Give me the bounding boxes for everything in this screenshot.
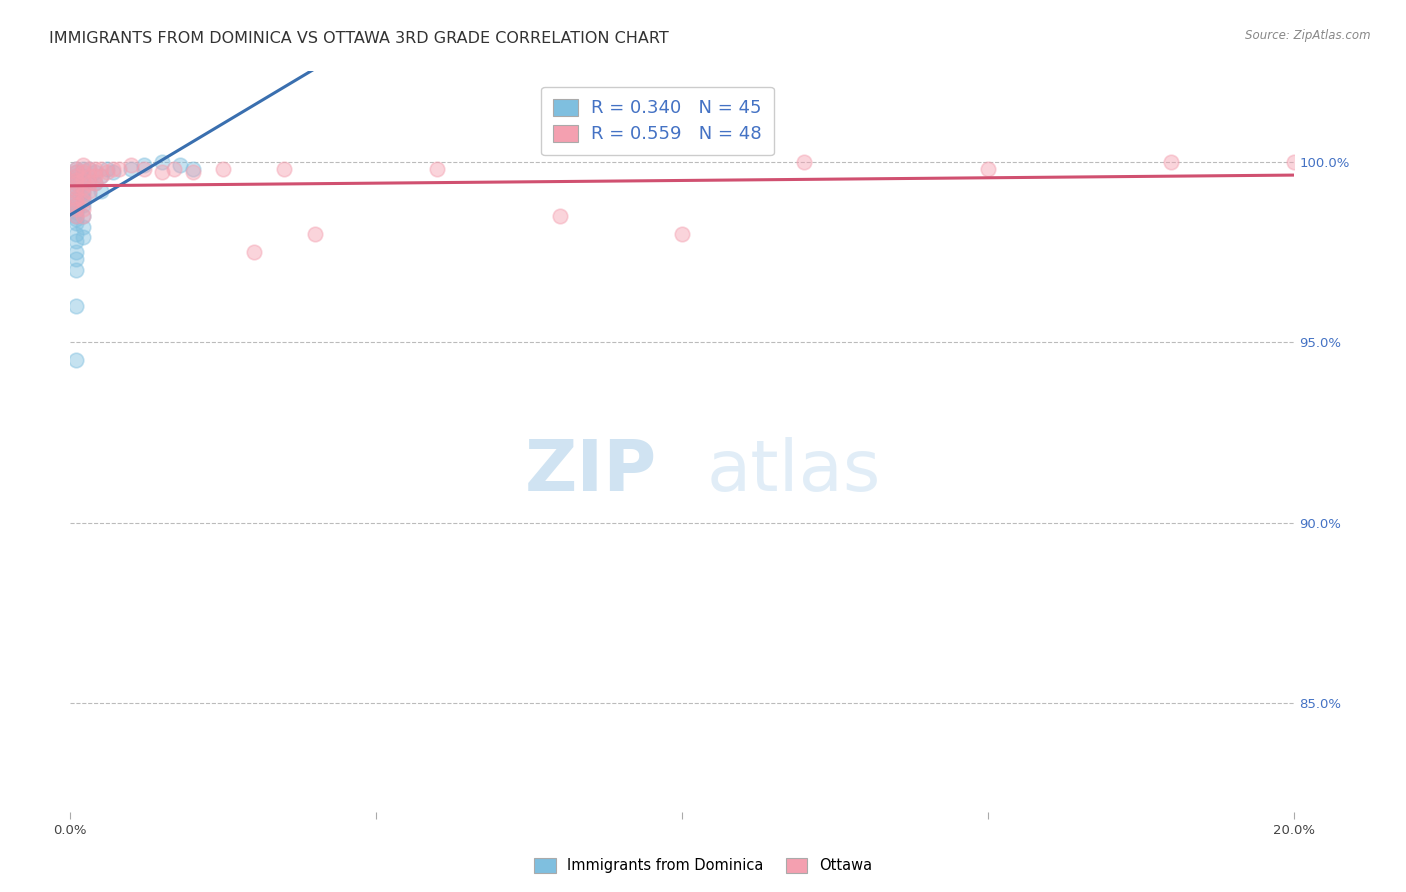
Point: [150, 154, 173, 169]
Point: [169, 158, 191, 172]
Point: [121, 161, 143, 176]
Point: [77, 187, 100, 202]
Point: [101, 161, 124, 176]
Point: [65, 161, 87, 176]
Point: [65, 165, 87, 179]
Text: atlas: atlas: [706, 437, 880, 506]
Point: [72, 194, 94, 209]
Point: [65, 209, 87, 223]
Point: [72, 209, 94, 223]
Point: [72, 180, 94, 194]
Point: [793, 154, 815, 169]
Point: [83, 165, 105, 179]
Legend: Immigrants from Dominica, Ottawa: Immigrants from Dominica, Ottawa: [526, 850, 880, 880]
Point: [243, 244, 266, 259]
Point: [181, 161, 204, 176]
Point: [65, 244, 87, 259]
Point: [72, 230, 94, 244]
Point: [65, 180, 87, 194]
Point: [65, 198, 87, 212]
Point: [65, 212, 87, 227]
Point: [83, 169, 105, 183]
Point: [77, 169, 100, 183]
Point: [65, 191, 87, 205]
Point: [72, 172, 94, 186]
Point: [72, 209, 94, 223]
Point: [83, 161, 105, 176]
Text: Source: ZipAtlas.com: Source: ZipAtlas.com: [1246, 29, 1371, 42]
Point: [83, 177, 105, 191]
Point: [101, 165, 124, 179]
Point: [108, 161, 131, 176]
Point: [163, 161, 186, 176]
Legend: R = 0.340   N = 45, R = 0.559   N = 48: R = 0.340 N = 45, R = 0.559 N = 48: [541, 87, 773, 155]
Point: [72, 219, 94, 234]
Point: [132, 158, 155, 172]
Point: [212, 161, 235, 176]
Point: [77, 161, 100, 176]
Point: [65, 202, 87, 216]
Point: [65, 184, 87, 198]
Point: [83, 177, 105, 191]
Point: [65, 184, 87, 198]
Point: [977, 161, 1000, 176]
Point: [90, 169, 112, 183]
Point: [65, 353, 87, 368]
Point: [65, 169, 87, 183]
Point: [65, 161, 87, 176]
Point: [548, 209, 571, 223]
Point: [65, 209, 87, 223]
Point: [132, 161, 155, 176]
Point: [72, 187, 94, 202]
Point: [65, 177, 87, 191]
Point: [65, 194, 87, 209]
Point: [181, 165, 204, 179]
Point: [72, 169, 94, 183]
Point: [72, 191, 94, 205]
Text: ZIP: ZIP: [526, 437, 658, 506]
Point: [65, 263, 87, 277]
Point: [77, 177, 100, 191]
Point: [150, 165, 173, 179]
Point: [65, 216, 87, 230]
Point: [1160, 154, 1182, 169]
Point: [72, 198, 94, 212]
Point: [304, 227, 326, 241]
Point: [65, 194, 87, 209]
Point: [65, 172, 87, 186]
Point: [65, 177, 87, 191]
Point: [65, 172, 87, 186]
Point: [65, 299, 87, 313]
Point: [90, 184, 112, 198]
Point: [72, 165, 94, 179]
Point: [65, 205, 87, 219]
Point: [96, 161, 118, 176]
Point: [65, 252, 87, 267]
Point: [65, 202, 87, 216]
Point: [77, 161, 100, 176]
Point: [72, 161, 94, 176]
Point: [121, 158, 143, 172]
Point: [65, 191, 87, 205]
Point: [65, 234, 87, 248]
Point: [72, 202, 94, 216]
Point: [65, 180, 87, 194]
Point: [426, 161, 449, 176]
Point: [671, 227, 693, 241]
Point: [72, 184, 94, 198]
Point: [65, 169, 87, 183]
Point: [72, 177, 94, 191]
Point: [77, 172, 100, 186]
Point: [65, 165, 87, 179]
Point: [65, 198, 87, 212]
Point: [1282, 154, 1305, 169]
Point: [65, 227, 87, 241]
Point: [273, 161, 295, 176]
Point: [77, 184, 100, 198]
Point: [90, 169, 112, 183]
Point: [72, 158, 94, 172]
Point: [96, 165, 118, 179]
Point: [90, 161, 112, 176]
Text: IMMIGRANTS FROM DOMINICA VS OTTAWA 3RD GRADE CORRELATION CHART: IMMIGRANTS FROM DOMINICA VS OTTAWA 3RD G…: [49, 31, 669, 46]
